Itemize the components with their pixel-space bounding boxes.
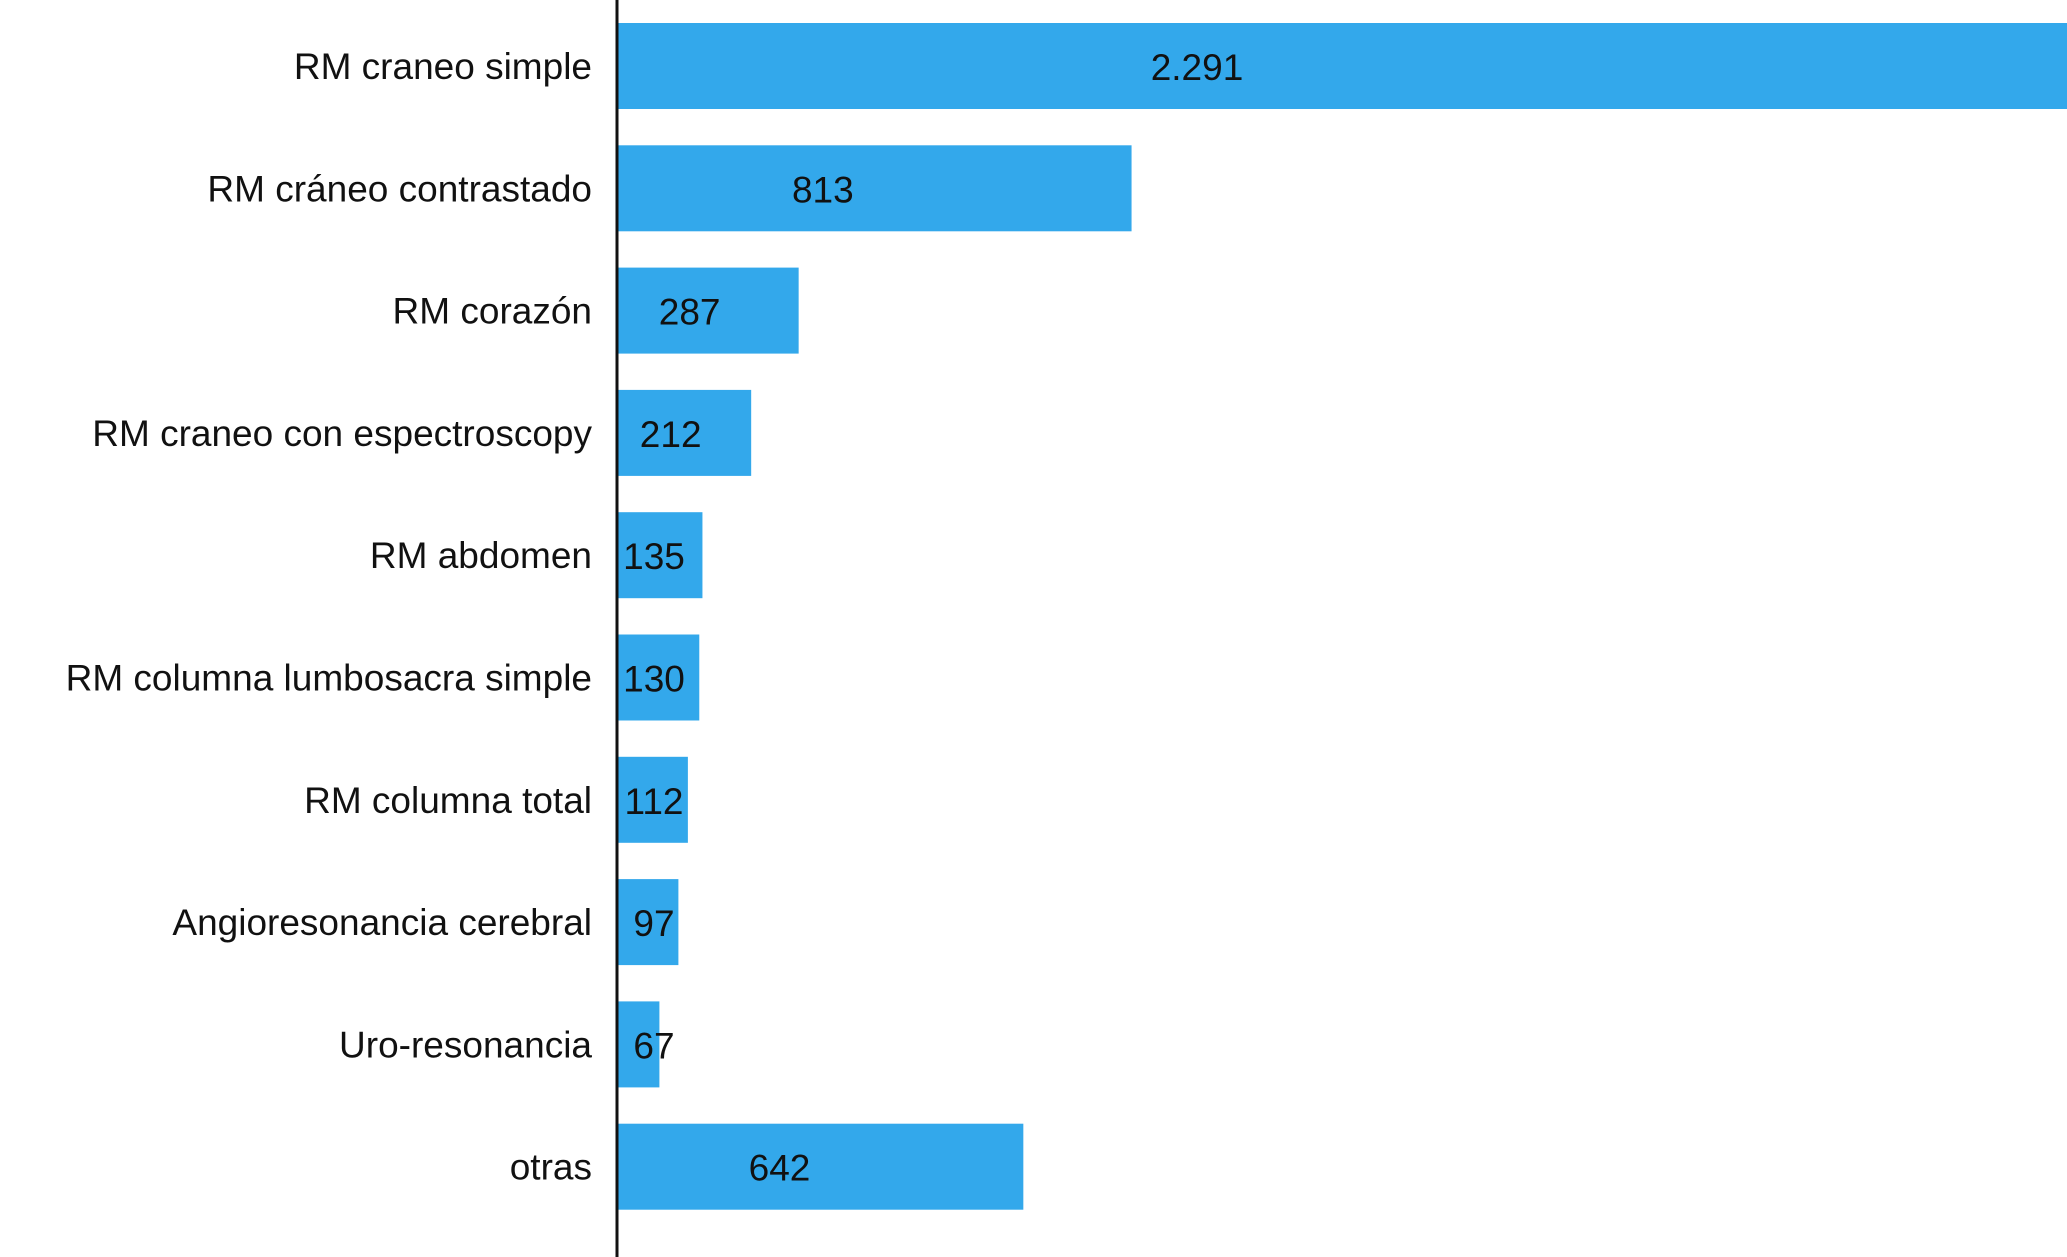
value-label: 112: [625, 781, 684, 822]
category-label: RM columna lumbosacra simple: [66, 658, 592, 699]
value-label: 135: [623, 536, 685, 577]
bar: [617, 634, 700, 721]
category-label: RM craneo con espectroscopy: [92, 413, 592, 454]
bar: [617, 756, 688, 843]
value-label: 813: [792, 169, 854, 210]
category-label: RM columna total: [304, 780, 592, 821]
labels-layer: RM craneo simple 2.291 RM cráneo contrasta…: [66, 46, 1244, 1189]
category-label: RM corazón: [393, 291, 592, 332]
bar: [617, 1001, 660, 1088]
category-label: RM cráneo contrastado: [207, 168, 592, 209]
category-label: Angioresonancia cerebral: [172, 902, 592, 943]
bar: [617, 1123, 1024, 1210]
value-label: 97: [633, 903, 674, 944]
category-label: RM craneo simple: [294, 46, 592, 87]
bar: [617, 145, 1132, 232]
category-label: Uro-resonancia: [339, 1024, 592, 1065]
category-label: RM abdomen: [370, 535, 592, 576]
bar: [617, 879, 679, 966]
bar: [617, 389, 752, 476]
value-label: 642: [749, 1148, 811, 1189]
value-label: 67: [633, 1025, 674, 1066]
category-label: otras: [510, 1147, 592, 1188]
value-label: 130: [623, 659, 685, 700]
bars-layer: [617, 23, 2067, 1210]
value-label: 2.291: [1151, 47, 1244, 88]
value-label: 212: [640, 414, 702, 455]
bar: [617, 512, 703, 599]
bar: [617, 23, 2067, 109]
bar: [617, 267, 799, 354]
value-label: 287: [659, 292, 721, 333]
